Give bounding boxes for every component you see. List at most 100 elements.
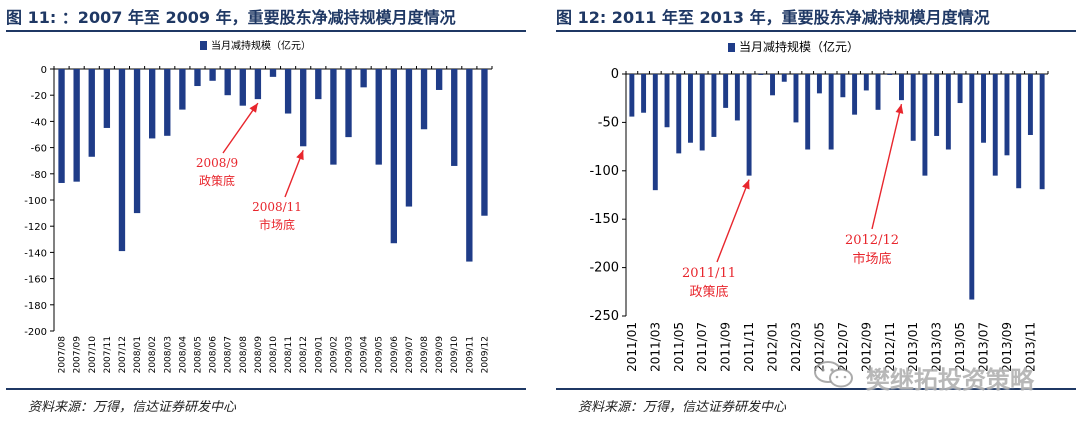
legend-label: 当月减持规模（亿元）	[739, 39, 859, 54]
bar	[58, 69, 65, 183]
y-tick-label: -100	[589, 164, 619, 179]
y-tick-label: -200	[24, 327, 47, 338]
x-tick-label: 2009/01	[314, 336, 324, 373]
bar	[118, 69, 126, 252]
y-tick-label: -60	[31, 144, 47, 155]
y-tick-label: -180	[24, 301, 47, 312]
bar	[300, 69, 307, 147]
x-tick-label: 2009/12	[480, 336, 490, 373]
bar	[269, 69, 277, 77]
x-tick-label: 2013/03	[930, 322, 944, 372]
annotation-label: 政策底	[199, 173, 235, 188]
x-tick-label: 2008/09	[254, 336, 264, 374]
bar	[88, 69, 95, 157]
chart-panel-left: 图 11: ：2007 年至 2009 年，重要股东净减持规模月度情况 当月减持…	[0, 0, 530, 422]
x-tick-label: 2011/01	[625, 322, 639, 372]
wechat-icon	[814, 361, 853, 388]
legend-label: 当月减持规模（亿元）	[211, 39, 311, 52]
source-note: 资料来源：万得，信达证券研发中心	[578, 400, 787, 415]
legend-swatch	[200, 41, 207, 50]
bar	[451, 69, 458, 166]
bar	[239, 69, 246, 106]
annotation-arrowhead	[742, 179, 750, 190]
bar	[149, 69, 156, 139]
x-tick-label: 2011/09	[719, 322, 733, 372]
x-tick-label: 2013/07	[977, 322, 991, 372]
x-tick-label: 2008/01	[133, 336, 143, 373]
bar	[805, 74, 811, 150]
x-tick-label: 2013/11	[1023, 322, 1037, 372]
bar	[922, 74, 928, 176]
x-tick-label: 2008/10	[269, 336, 279, 374]
bar	[910, 74, 916, 141]
bar	[840, 74, 846, 98]
annotation: 2008/9 政策底	[196, 102, 259, 188]
x-tick-label: 2012/07	[836, 322, 850, 372]
bar	[793, 74, 799, 123]
x-tick-label: 2009/03	[345, 336, 355, 373]
x-tick-label: 2007/12	[118, 336, 128, 373]
x-tick-label: 2011/07	[695, 322, 709, 372]
x-tick-label: 2008/05	[193, 336, 203, 373]
x-tick-label: 2008/11	[284, 336, 294, 373]
bar	[1004, 74, 1010, 156]
x-tick-label: 2008/07	[224, 336, 234, 373]
x-tick-label: 2009/07	[405, 336, 415, 373]
x-tick-label: 2008/12	[299, 336, 309, 373]
bar	[887, 74, 893, 75]
bar	[981, 74, 986, 143]
annotation-arrowhead	[895, 104, 904, 114]
y-tick-label: -50	[598, 115, 619, 130]
x-tick-label: 2011/05	[672, 322, 686, 372]
bar	[330, 69, 337, 165]
x-tick-label: 2007/09	[73, 336, 83, 374]
bar	[992, 74, 998, 176]
bar	[723, 74, 729, 108]
x-tick-label: 2012/01	[766, 322, 780, 372]
bar	[194, 69, 201, 87]
x-tick-label: 2009/06	[390, 336, 400, 374]
bar	[224, 69, 231, 96]
bar	[133, 69, 141, 214]
bar	[315, 69, 322, 100]
x-tick-label: 2007/08	[58, 336, 68, 374]
bar	[629, 74, 635, 117]
x-tick-label: 2009/04	[360, 336, 370, 374]
x-tick-label: 2007/10	[88, 336, 98, 374]
bar	[1027, 74, 1033, 135]
bar	[688, 74, 693, 143]
bar	[345, 69, 352, 138]
x-tick-label: 2009/10	[450, 336, 460, 374]
bar	[1016, 74, 1022, 189]
bar	[652, 74, 658, 191]
annotation-label: 市场底	[259, 217, 295, 232]
bar	[852, 74, 858, 115]
y-tick-label: -160	[24, 275, 47, 286]
watermark: 樊继拓投资策略	[808, 358, 1070, 394]
bar	[641, 74, 647, 113]
x-tick-label: 2009/08	[420, 336, 430, 374]
bar	[676, 74, 682, 154]
annotation-label: 政策底	[689, 284, 728, 300]
bar	[1039, 74, 1045, 190]
legend-swatch	[728, 43, 735, 52]
bar	[664, 74, 670, 128]
annotation-label: 市场底	[852, 251, 891, 267]
x-tick-label: 2008/04	[178, 336, 188, 374]
x-tick-label: 2012/03	[789, 322, 803, 372]
x-tick-label: 2013/05	[953, 322, 967, 372]
x-tick-label: 2012/09	[859, 322, 873, 372]
x-tick-label: 2008/03	[163, 336, 173, 373]
bar	[816, 74, 822, 94]
bar	[481, 69, 488, 216]
bar	[435, 69, 443, 90]
x-tick-label: 2012/11	[883, 322, 897, 372]
x-tick-label: 2009/02	[329, 336, 339, 373]
annotation-arrow	[716, 179, 750, 263]
bar	[875, 74, 881, 110]
annotation: 2012/12 市场底	[845, 103, 904, 267]
y-tick-label: 0	[41, 65, 47, 76]
bar	[390, 69, 397, 244]
annotation-arrowhead	[249, 103, 258, 113]
bar	[466, 69, 473, 262]
